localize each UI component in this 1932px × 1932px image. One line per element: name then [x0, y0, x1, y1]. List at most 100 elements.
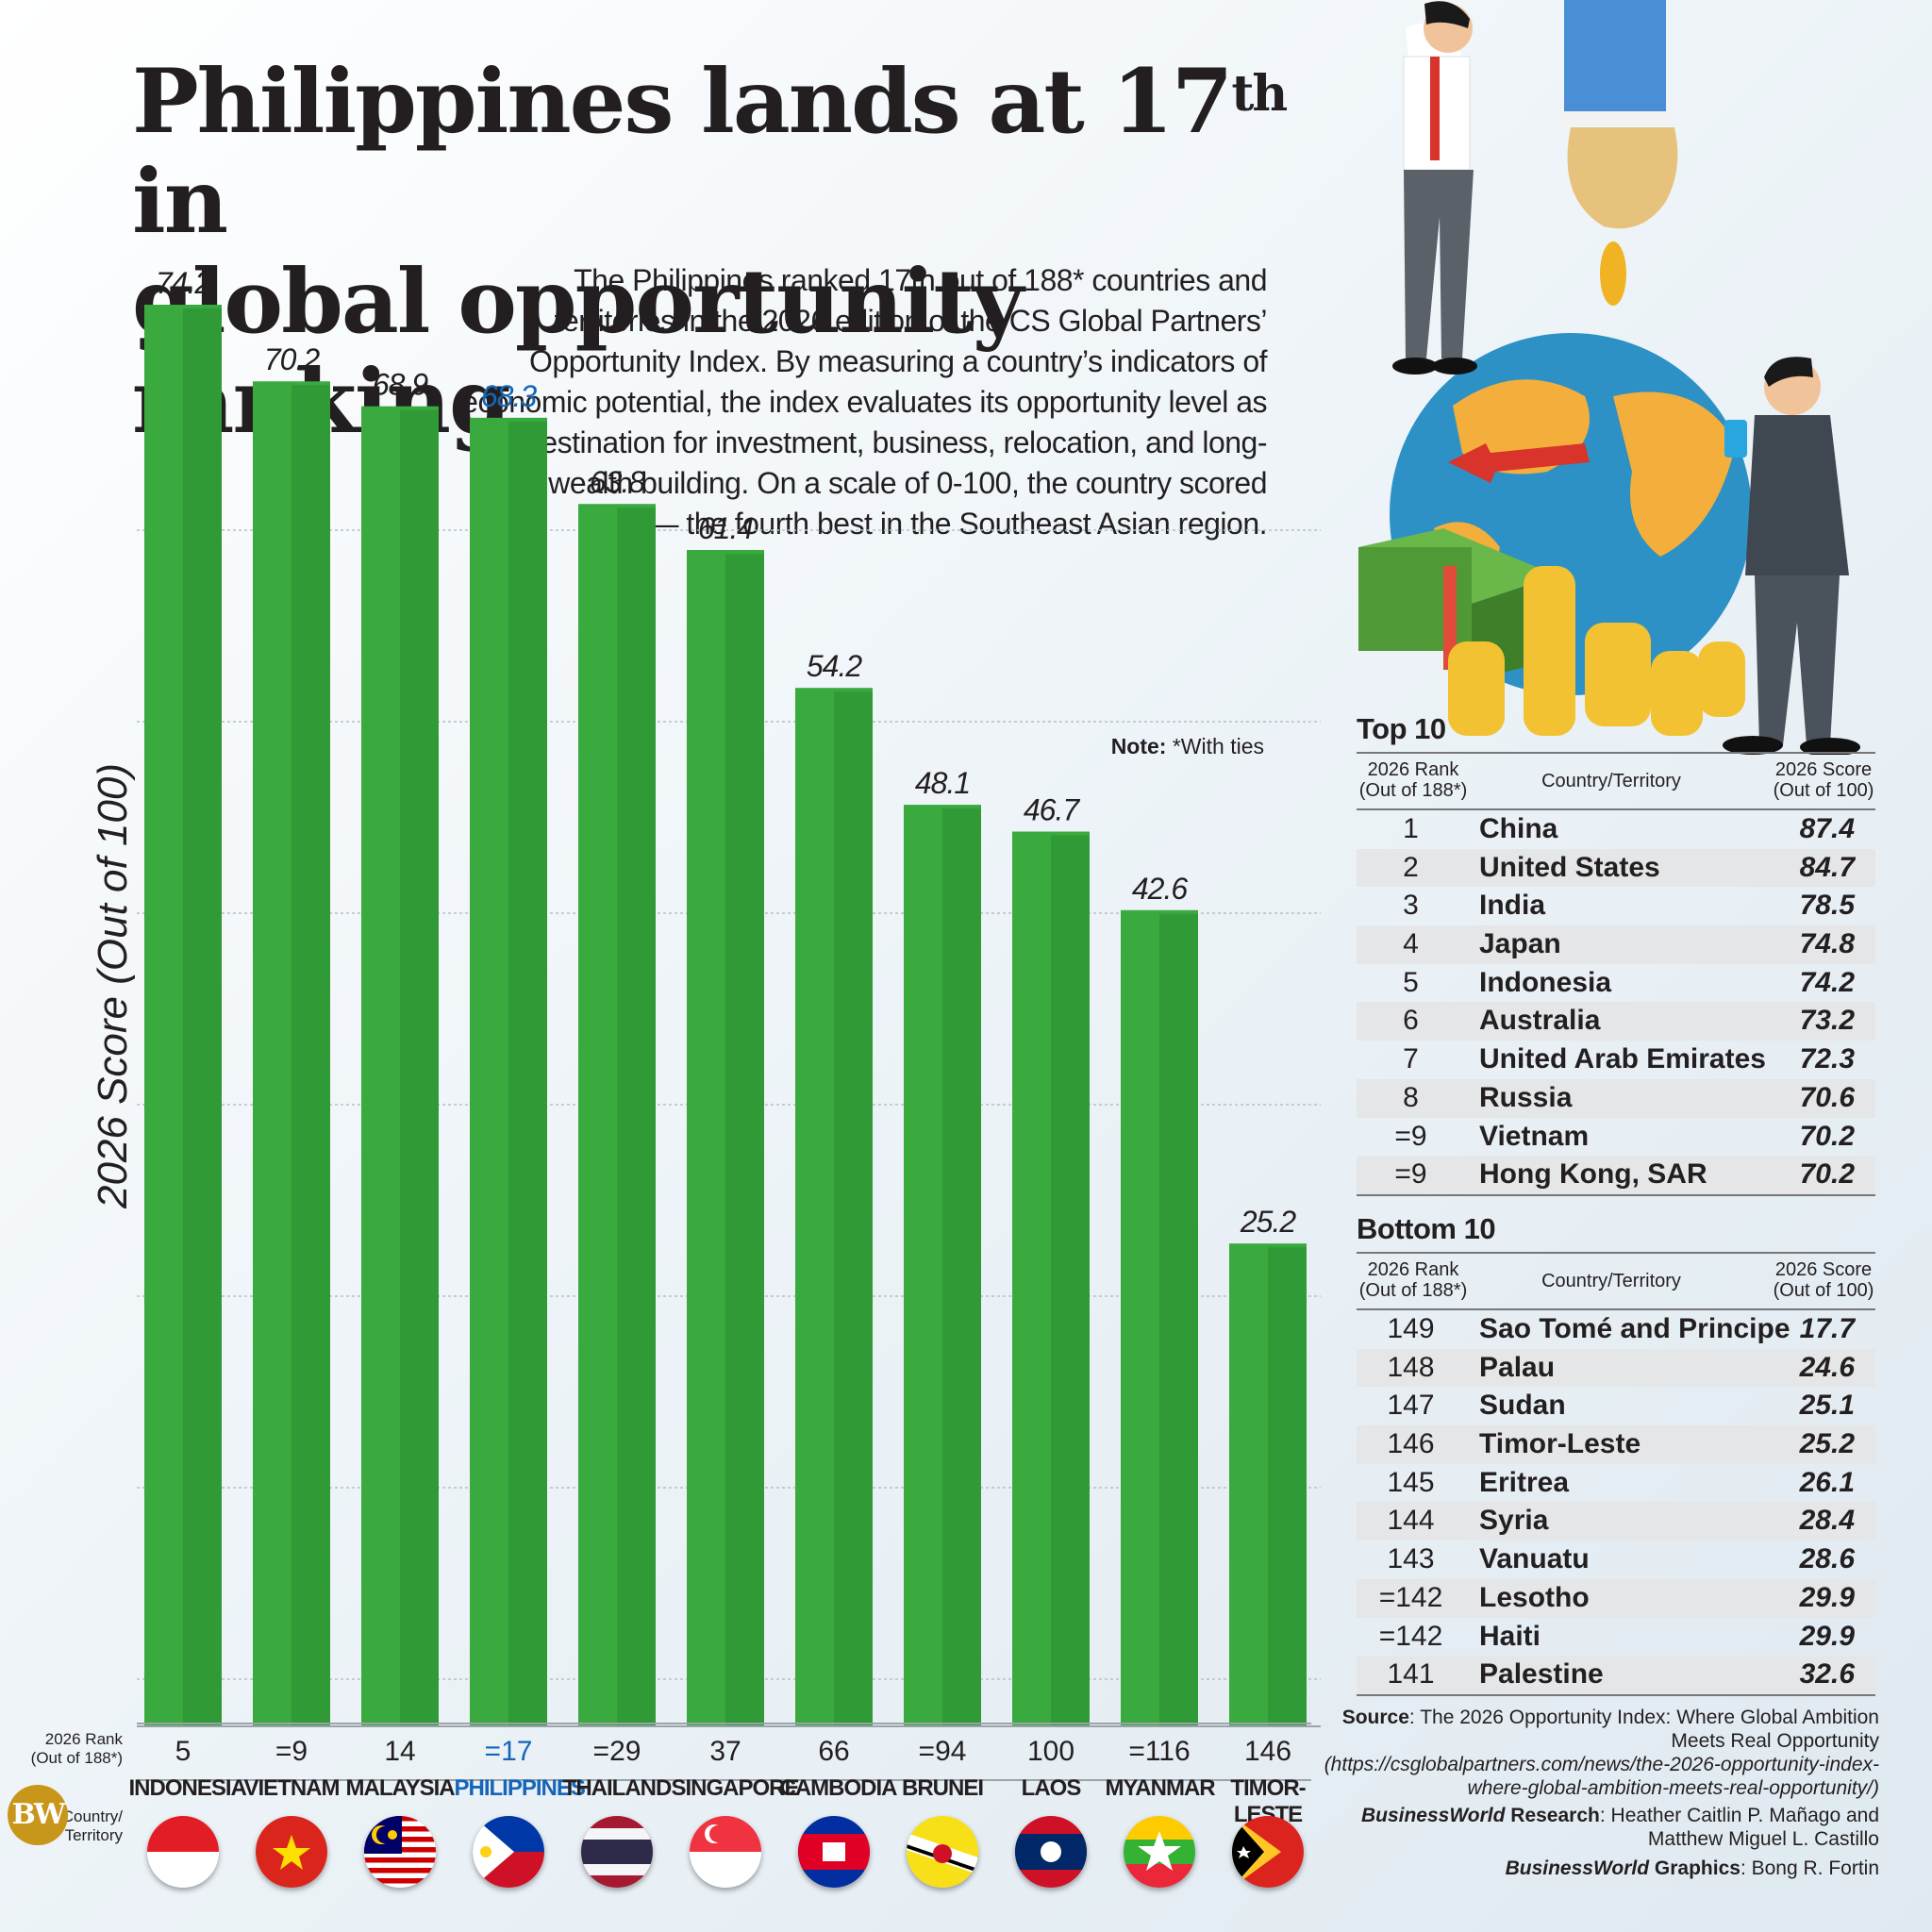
country-label: LAOS [1021, 1775, 1082, 1801]
rank-cell: 147 [1387, 1390, 1435, 1422]
rank-cell: 148 [1387, 1351, 1435, 1383]
table-row: 141 Palestine 32.6 [1357, 1656, 1875, 1694]
value-label: 46.7 [1024, 793, 1080, 827]
country-cell: Eritrea [1479, 1466, 1570, 1498]
bar-shade [291, 385, 330, 1727]
bar-shade [942, 808, 981, 1726]
cambodia-flag-icon [798, 1816, 870, 1888]
country-cell: Haiti [1479, 1620, 1541, 1652]
score-cell: 73.2 [1799, 1005, 1855, 1037]
laos-flag-icon [1015, 1816, 1087, 1888]
score-cell: 29.9 [1799, 1581, 1855, 1613]
table-row: 143 Vanuatu 28.6 [1357, 1541, 1875, 1579]
rank-row-label: 2026 Rank (Out of 188*) [30, 1730, 123, 1767]
score-cell: 70.2 [1799, 1158, 1855, 1191]
value-label: 74.2 [156, 266, 211, 300]
rank-cell: =9 [1394, 1120, 1427, 1152]
score-cell: 28.4 [1799, 1505, 1855, 1537]
country-cell: Indonesia [1479, 966, 1612, 998]
brunei-flag-icon [907, 1816, 978, 1888]
rank-value: 37 [709, 1736, 741, 1767]
rank-cell: =9 [1394, 1158, 1427, 1191]
malaysia-flag-icon [364, 1816, 436, 1888]
table-row: 2 United States 84.7 [1357, 848, 1875, 888]
rank-cell: 149 [1387, 1313, 1435, 1344]
score-cell: 84.7 [1799, 851, 1855, 883]
score-header: 2026 Score (Out of 100) [1773, 1259, 1874, 1301]
rank-header: 2026 Rank (Out of 188*) [1358, 1259, 1468, 1301]
rank-cell: 5 [1403, 966, 1419, 998]
rank-cell: 7 [1403, 1043, 1419, 1075]
intro-text: The Philippines ranked 17th out of 188* … [461, 263, 1267, 541]
rank-value: 100 [1026, 1736, 1075, 1767]
value-label: 68.3 [481, 379, 537, 413]
table-row: 149 Sao Tomé and Principe 17.7 [1357, 1310, 1875, 1349]
score-cell: 25.2 [1799, 1428, 1855, 1460]
country-cell: Vietnam [1479, 1120, 1590, 1152]
country-label: MALAYSIA [345, 1775, 456, 1801]
rank-value: 14 [384, 1736, 416, 1767]
country-cell: Sudan [1479, 1390, 1566, 1422]
note: Note: *With ties [1110, 734, 1264, 758]
value-label: 68.9 [373, 368, 428, 402]
score-cell: 32.6 [1799, 1658, 1855, 1690]
country-cell: India [1479, 890, 1546, 922]
rank-cell: =142 [1378, 1620, 1443, 1652]
bar-shade [508, 421, 547, 1726]
country-label: INDONESIA [128, 1775, 247, 1801]
country-cell: Australia [1479, 1005, 1601, 1037]
bar-shade [725, 553, 764, 1726]
country-cell: Palestine [1479, 1658, 1604, 1690]
philippines-flag-icon [473, 1816, 544, 1888]
bar-shade [183, 308, 222, 1726]
rank-cell: 4 [1403, 928, 1419, 960]
table-row: 1 China 87.4 [1357, 810, 1875, 849]
rank-value: =29 [592, 1736, 641, 1767]
country-cell: Palau [1479, 1351, 1556, 1383]
score-cell: 28.6 [1799, 1543, 1855, 1575]
rank-cell: 141 [1387, 1658, 1435, 1690]
country-cell: Sao Tomé and Principe [1479, 1313, 1790, 1344]
rank-row-rules [137, 1723, 1311, 1781]
value-label: 54.2 [807, 649, 862, 683]
rank-header: 2026 Rank (Out of 188*) [1358, 759, 1468, 801]
bar-shade [834, 691, 873, 1726]
score-cell: 72.3 [1799, 1043, 1855, 1075]
rank-cell: 146 [1387, 1428, 1435, 1460]
rank-value: =9 [275, 1736, 308, 1767]
rank-cell: 8 [1403, 1081, 1419, 1113]
rank-cell: 144 [1387, 1505, 1435, 1537]
table-row: 6 Australia 73.2 [1357, 1002, 1875, 1041]
country-cell: Timor-Leste [1479, 1428, 1641, 1460]
score-cell: 26.1 [1799, 1466, 1855, 1498]
bottom10-header: 2026 Rank (Out of 188*) Country/Territor… [1357, 1252, 1875, 1310]
rank-value: 146 [1243, 1736, 1292, 1767]
table-row: =142 Lesotho 29.9 [1357, 1578, 1875, 1618]
table-row: =9 Vietnam 70.2 [1357, 1118, 1875, 1157]
bar-chart: 74.2 70.2 68.9 68.3 63.8 61.4 54.2 48.1 46.7 42.6… [137, 266, 1321, 1727]
bottom10-table: Bottom 10 2026 Rank (Out of 188*) Countr… [1357, 1212, 1875, 1696]
bars [144, 305, 1307, 1727]
table-row: =9 Hong Kong, SAR 70.2 [1357, 1156, 1875, 1194]
table-row: 146 Timor-Leste 25.2 [1357, 1425, 1875, 1464]
source-credits: Source: The 2026 Opportunity Index: Wher… [1302, 1706, 1879, 1880]
value-label: 61.4 [698, 511, 753, 545]
rank-cell: 6 [1403, 1005, 1419, 1037]
rank-value: 66 [818, 1736, 850, 1767]
source-url: (https://csglobalpartners.com/news/the-2… [1324, 1754, 1879, 1799]
source-line: Source: The 2026 Opportunity Index: Wher… [1341, 1707, 1879, 1752]
country-label: PHILIPPINES [454, 1775, 586, 1801]
country-cell: Japan [1479, 928, 1561, 960]
country-label: BRUNEI [901, 1775, 984, 1801]
rank-cell: 1 [1403, 813, 1419, 844]
timor-leste-flag-icon [1232, 1816, 1304, 1888]
research-credit: BusinessWorld Research: Heather Caitlin … [1360, 1805, 1879, 1850]
vietnam-flag-icon [256, 1816, 327, 1888]
country-cell: United Arab Emirates [1479, 1043, 1766, 1075]
score-header: 2026 Score (Out of 100) [1773, 759, 1874, 801]
top10-header: 2026 Rank (Out of 188*) Country/Territor… [1357, 752, 1875, 810]
table-row: 5 Indonesia 74.2 [1357, 964, 1875, 1003]
score-cell: 29.9 [1799, 1620, 1855, 1652]
score-cell: 70.2 [1799, 1120, 1855, 1152]
rank-value: =17 [484, 1736, 533, 1767]
